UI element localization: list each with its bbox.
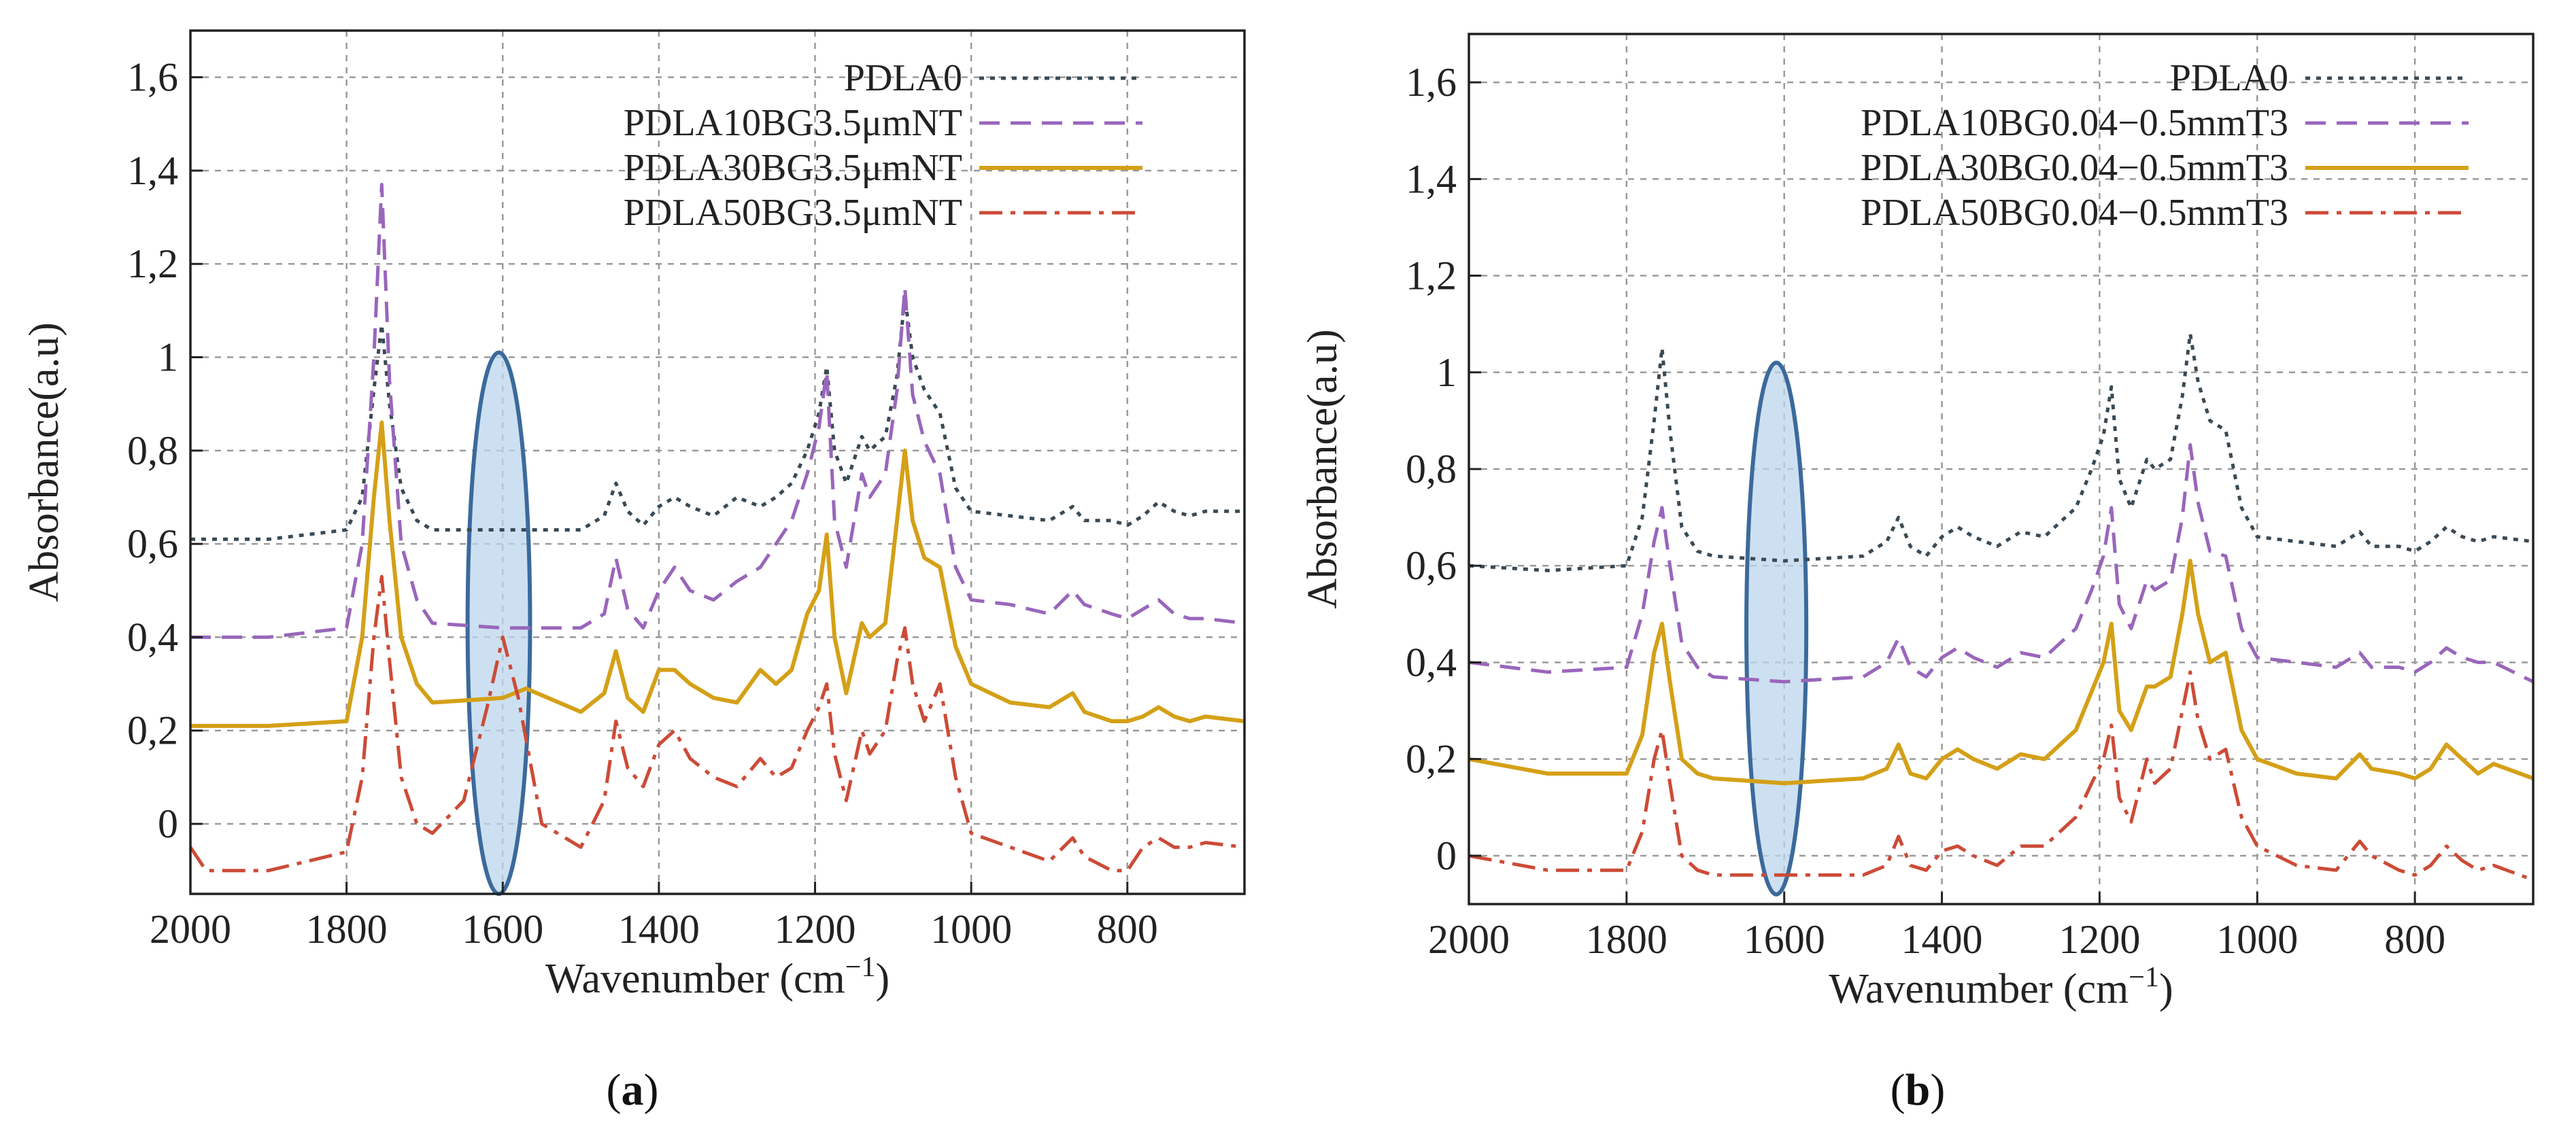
y-tick-label: 1,4: [127, 148, 178, 193]
y-tick-label: 0,4: [127, 615, 178, 659]
y-tick-label: 1: [1436, 350, 1457, 395]
y-axis-label: Absorbance(a.u): [21, 322, 67, 602]
series-line-pdla30: [190, 420, 1245, 728]
legend-label: PDLA50BG0.04−0.5mmT3: [1861, 192, 2288, 234]
y-tick-label: 0,6: [127, 521, 178, 566]
y-axis-label: Absorbance(a.u): [1300, 329, 1346, 608]
x-axis-label: Wavenumber (cm−1): [545, 952, 889, 1002]
chart-panel-b: 2000 1800 1600 1400 1200 1000 800 0 0,2 0,4 0,6 0,8…: [1300, 33, 2535, 1012]
series-line-pdla50: [188, 574, 1245, 873]
legend-label: PDLA10BG0.04−0.5mmT3: [1861, 102, 2288, 144]
x-tick-label: 2000: [1428, 917, 1510, 962]
legend-label: PDLA30BG0.04−0.5mmT3: [1861, 147, 2288, 189]
y-tick-label: 0: [158, 801, 178, 846]
series-line-pdla10: [1468, 443, 2535, 684]
x-tick-label: 1800: [1586, 917, 1667, 962]
y-tick-label: 0,2: [127, 708, 178, 753]
y-tick-label: 0,2: [1406, 737, 1457, 782]
y-tick-label: 0,8: [1406, 447, 1457, 491]
x-tick-label: 1400: [618, 907, 700, 952]
y-tick-label: 1,6: [1406, 60, 1457, 105]
x-tick-label: 1200: [775, 907, 856, 952]
legend-label: PDLA30BG3.5μmNT: [624, 147, 962, 189]
legend-label: PDLA0: [2170, 57, 2288, 99]
x-tick-label: 1000: [2216, 917, 2298, 962]
caption-b: (b): [1891, 1065, 1946, 1115]
y-tick-label: 1,6: [127, 55, 178, 100]
y-tick-label: 1,2: [1406, 254, 1457, 298]
legend-label: PDLA0: [844, 57, 962, 99]
y-tick-label: 0: [1436, 833, 1457, 878]
x-tick-label: 1600: [462, 907, 543, 952]
y-tick-label: 1,4: [1406, 156, 1457, 201]
chart-panel-a: 2000 1800 1600 1400 1200 1000 800 0 0,2 0,4 0,6 0,8…: [21, 29, 1246, 1002]
y-tick-label: 0,4: [1406, 640, 1457, 685]
series-line-pdla50: [1468, 670, 2534, 882]
x-tick-label: 800: [2384, 917, 2445, 962]
y-tick-label: 1: [158, 335, 178, 380]
x-tick-label: 1800: [306, 907, 388, 952]
series-line-pdla10: [190, 183, 1245, 639]
series-line-pdla0: [1468, 332, 2534, 572]
x-tick-label: 1400: [1901, 917, 1983, 962]
x-tick-label: 1200: [2058, 917, 2140, 962]
x-tick-label: 1000: [930, 907, 1012, 952]
y-tick-label: 0,6: [1406, 543, 1457, 588]
x-axis-label: Wavenumber (cm−1): [1829, 962, 2173, 1012]
series-line-pdla0: [190, 294, 1244, 541]
series-line-pdla30: [1468, 559, 2535, 786]
highlight-ellipse: [1744, 360, 1809, 897]
caption-a: (a): [607, 1065, 659, 1115]
x-tick-label: 1600: [1744, 917, 1825, 962]
plot-frame: [189, 29, 1246, 895]
y-tick-label: 0,8: [127, 428, 178, 473]
legend-label: PDLA50BG3.5μmNT: [624, 192, 962, 234]
legend-label: PDLA10BG3.5μmNT: [624, 102, 962, 144]
highlight-ellipse: [465, 350, 532, 896]
y-tick-label: 1,2: [127, 241, 178, 286]
x-tick-label: 800: [1097, 907, 1158, 952]
x-tick-label: 2000: [150, 907, 231, 952]
